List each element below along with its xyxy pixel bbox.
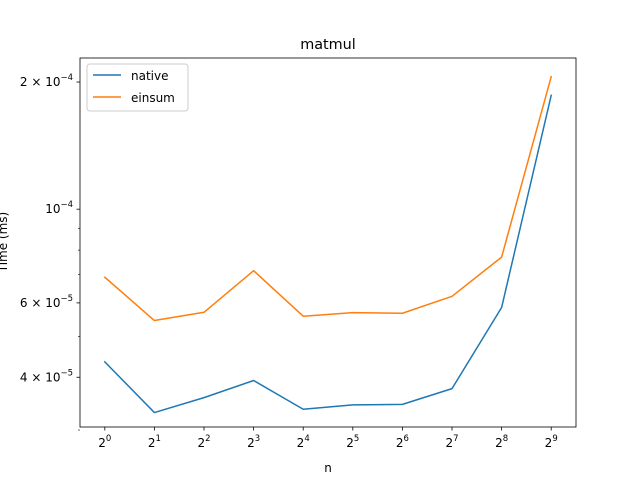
y-tick-label: 2 × 10−4: [20, 73, 73, 89]
y-tick-label-exponent: −4: [60, 200, 73, 210]
y-tick-label-exponent: −4: [60, 73, 73, 83]
legend-label-einsum: einsum: [131, 91, 175, 105]
y-axis-label: Time (ms): [0, 212, 10, 274]
y-tick-label: 10−4: [45, 200, 73, 216]
x-tick-label-base: 2: [148, 436, 156, 450]
x-axis-label: n: [324, 461, 332, 475]
x-tick-label-exponent: 5: [354, 434, 359, 444]
x-tick-label: 26: [396, 434, 409, 450]
series-line-native: [103, 94, 553, 414]
x-tick-label-base: 2: [495, 436, 503, 450]
plot-area: 20 21 22 23 24 25 26 27 28 29 4 × 10−56 × 10−510−…: [20, 57, 577, 450]
x-tick-label-base: 2: [98, 436, 106, 450]
x-tick-label-exponent: 6: [404, 434, 409, 444]
y-axis-ticks: 4 × 10−56 × 10−510−42 × 10−4: [20, 73, 80, 431]
axes-frame: [79, 57, 577, 428]
y-tick-label-mantissa: 4 × 10: [20, 370, 61, 384]
x-axis-ticks: 20 21 22 23 24 25 26 27 28 29: [98, 427, 558, 450]
y-tick-label: 4 × 10−5: [20, 368, 73, 384]
x-tick-label: 24: [297, 434, 310, 450]
y-tick-label: 6 × 10−5: [20, 294, 73, 310]
x-tick-label-base: 2: [297, 436, 305, 450]
x-tick-label-exponent: 3: [255, 434, 260, 444]
legend-label-native: native: [131, 69, 168, 83]
chart-title: matmul: [300, 37, 356, 53]
y-tick-label-mantissa: 6 × 10: [20, 296, 61, 310]
x-tick-label: 21: [148, 434, 161, 450]
x-tick-label: 20: [98, 434, 111, 450]
x-tick-label-exponent: 7: [453, 434, 458, 444]
series-lines: [103, 75, 553, 414]
series-line-einsum: [103, 75, 553, 322]
x-tick-label: 27: [445, 434, 458, 450]
x-tick-label-exponent: 1: [156, 434, 161, 444]
x-tick-label: 28: [495, 434, 508, 450]
legend: native einsum: [86, 63, 189, 112]
x-tick-label-base: 2: [545, 436, 553, 450]
y-tick-label-mantissa: 2 × 10: [20, 75, 61, 89]
x-tick-label-base: 2: [197, 436, 205, 450]
x-tick-label: 23: [247, 434, 260, 450]
x-tick-label-base: 2: [346, 436, 354, 450]
x-tick-label-exponent: 2: [205, 434, 210, 444]
x-tick-label-exponent: 8: [503, 434, 508, 444]
x-tick-label: 25: [346, 434, 359, 450]
x-tick-label-base: 2: [247, 436, 255, 450]
x-tick-label-exponent: 4: [304, 434, 309, 444]
x-tick-label-exponent: 9: [552, 434, 557, 444]
x-tick-label: 29: [545, 434, 558, 450]
y-tick-label-exponent: −5: [60, 294, 73, 304]
x-tick-label-base: 2: [445, 436, 453, 450]
y-tick-label-exponent: −5: [60, 368, 73, 378]
x-tick-label: 22: [197, 434, 210, 450]
y-tick-label-mantissa: 10: [45, 202, 60, 216]
x-tick-label-exponent: 0: [106, 434, 111, 444]
x-tick-label-base: 2: [396, 436, 404, 450]
